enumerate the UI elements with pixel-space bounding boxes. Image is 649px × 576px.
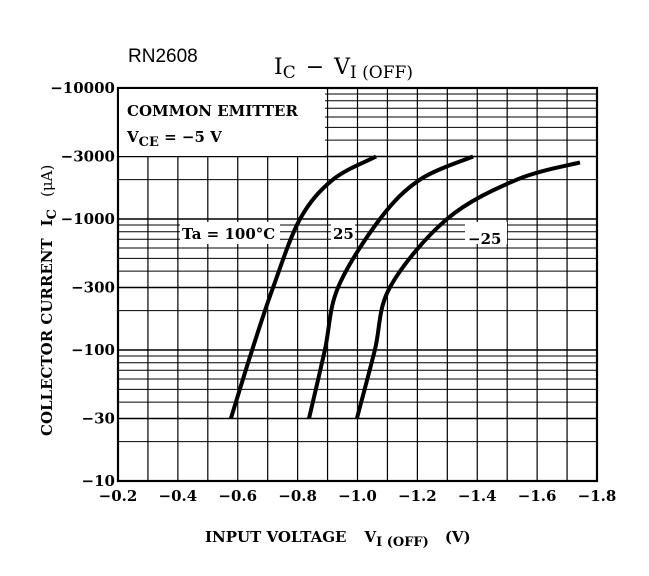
y-tick-labels: −10000 −3000 −1000 −300 −100 −30 −10 <box>50 79 115 490</box>
y-tick-label: −10000 <box>50 79 115 97</box>
chart-title: IC − VI (OFF) <box>274 55 413 83</box>
x-tick-label: −0.2 <box>99 487 138 505</box>
title-ic: I <box>274 55 283 80</box>
series-label-25: 25 <box>333 225 354 243</box>
x-axis-label: INPUT VOLTAGE VI (OFF) (V) <box>205 528 471 550</box>
x-tick-labels: −0.2 −0.4 −0.6 −0.8 −1.0 −1.2 −1.4 −1.6 −1.8 <box>99 487 617 505</box>
x-tick-label: −0.8 <box>278 487 317 505</box>
x-tick-label: −0.6 <box>218 487 257 505</box>
x-tick-label: −0.4 <box>159 487 198 505</box>
legend-box: COMMON EMITTER VCE = −5 V <box>119 89 325 156</box>
part-number: RN2608 <box>128 46 198 67</box>
x-tick-label: −1.8 <box>578 487 617 505</box>
y-tick-label: −3000 <box>61 147 115 165</box>
title-ic-sub: C <box>283 63 296 83</box>
series-line <box>228 154 378 420</box>
series-labels: Ta = 100°C 25 −25 <box>180 222 507 248</box>
title-v-sub: I (OFF) <box>350 63 413 83</box>
plot-frame <box>116 86 599 483</box>
x-tick-label: −1.2 <box>398 487 437 505</box>
y-tick-label: −10 <box>82 472 115 490</box>
series-label-minus25: −25 <box>468 230 501 248</box>
title-v: V <box>333 55 351 80</box>
title-dash: − <box>306 55 324 80</box>
y-tick-label: −300 <box>71 278 115 296</box>
y-axis-label: COLLECTOR CURRENTIC(μA) <box>38 165 60 436</box>
y-tick-label: −1000 <box>61 210 115 228</box>
x-tick-label: −1.4 <box>458 487 497 505</box>
curves <box>228 154 581 420</box>
series-label-100c: Ta = 100°C <box>182 225 275 243</box>
series-line <box>307 154 474 419</box>
series-line <box>354 160 581 420</box>
x-tick-label: −1.6 <box>518 487 557 505</box>
x-tick-label: −1.0 <box>338 487 377 505</box>
legend-line1: COMMON EMITTER <box>127 102 298 120</box>
legend-line2: VCE = −5 V <box>126 128 222 150</box>
y-tick-label: −30 <box>82 409 115 427</box>
y-tick-label: −100 <box>71 341 115 359</box>
